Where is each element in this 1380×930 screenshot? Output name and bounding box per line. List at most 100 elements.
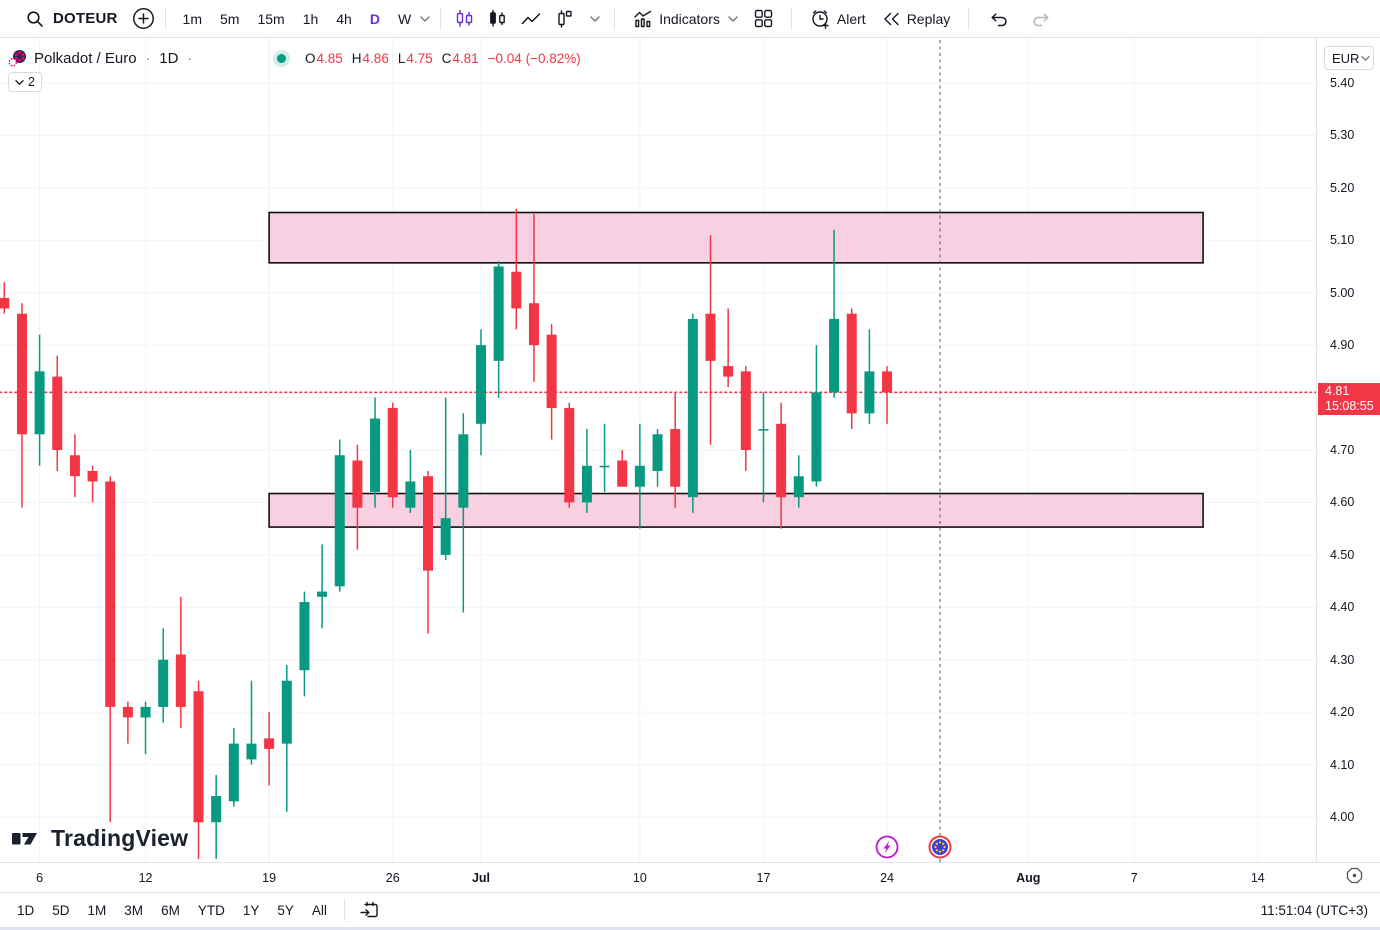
interval-button-15m[interactable]: 15m	[250, 6, 291, 32]
candlestick-style-icon[interactable]	[455, 9, 474, 28]
polkadot-logo-icon	[8, 49, 27, 68]
candlestick	[228, 727, 239, 807]
candlestick	[211, 775, 222, 859]
candlestick	[140, 701, 151, 755]
legend-separator: ·	[145, 50, 151, 66]
interval-button-4h[interactable]: 4h	[329, 6, 359, 32]
tradingview-logo-icon	[12, 828, 42, 850]
economic-event-lightning[interactable]	[875, 835, 899, 859]
time-tick-7: 7	[1130, 870, 1138, 885]
range-button-6M[interactable]: 6M	[154, 898, 187, 922]
time-tick-14: 14	[1250, 870, 1265, 885]
candlestick	[193, 680, 204, 859]
price-tick-4.40: 4.40	[1330, 600, 1355, 615]
range-button-1D[interactable]: 1D	[10, 898, 41, 922]
top-toolbar: DOTEUR 1m 5m 15m 1h 4h D W	[0, 0, 1380, 38]
interval-button-1m[interactable]: 1m	[176, 6, 209, 32]
symbol-title: Polkadot / Euro	[34, 49, 137, 67]
range-button-5Y[interactable]: 5Y	[270, 898, 301, 922]
time-axis[interactable]: 6 12 19 26 Jul 10 17 24 Aug 7 14	[0, 862, 1380, 892]
interval-buttons: 1m 5m 15m 1h 4h D W	[176, 6, 419, 32]
range-button-3M[interactable]: 3M	[117, 898, 150, 922]
time-tick-17: 17	[756, 870, 771, 885]
separator	[164, 7, 166, 30]
candlestick	[864, 329, 875, 424]
candlestick	[811, 345, 822, 487]
price-tick-5.40: 5.40	[1330, 76, 1355, 90]
symbol-name[interactable]: DOTEUR	[53, 10, 118, 27]
price-tick-4.20: 4.20	[1330, 705, 1355, 720]
candlestick	[581, 429, 592, 513]
compare-add-icon[interactable]	[132, 7, 155, 30]
style-chevron-down-icon[interactable]	[590, 15, 600, 23]
indicators-button[interactable]: Indicators	[625, 5, 746, 33]
price-tick-4.50: 4.50	[1330, 547, 1355, 562]
time-tick-10: 10	[632, 870, 647, 885]
symbol-legend: Polkadot / Euro · 1D · O 4.85 H 4.86 L 4.75…	[8, 48, 581, 68]
interval-button-1h[interactable]: 1h	[296, 6, 326, 32]
market-status-dot[interactable]	[277, 53, 286, 63]
candlestick	[158, 628, 169, 723]
alert-button[interactable]: Alert	[802, 5, 874, 33]
time-tick-Aug: Aug	[1016, 870, 1041, 885]
interval-chevron-down-icon[interactable]	[420, 15, 430, 23]
main-area: Polkadot / Euro · 1D · O 4.85 H 4.86 L 4.75…	[0, 38, 1380, 862]
time-tick-26: 26	[385, 870, 400, 885]
candlestick	[16, 303, 27, 508]
candlestick	[69, 434, 80, 498]
clock-timezone[interactable]: 11:51:04 (UTC+3)	[1260, 902, 1368, 918]
undo-icon[interactable]	[989, 11, 1009, 27]
currency-selector[interactable]: EUR	[1324, 46, 1374, 70]
candlestick	[423, 470, 434, 634]
price-axis[interactable]: EUR 5.40 5.30 5.20 5.10 5.00 4.90 4.70 4.60 4.50…	[1316, 38, 1380, 862]
candlestick	[528, 214, 539, 382]
close-label: C	[441, 50, 452, 66]
candlestick	[334, 439, 345, 592]
search-icon[interactable]	[26, 10, 44, 28]
line-style-icon[interactable]	[521, 11, 541, 27]
replay-button[interactable]: Replay	[874, 5, 959, 33]
chart-canvas[interactable]	[0, 38, 1316, 862]
candlestick	[493, 261, 504, 398]
candlestick	[246, 680, 257, 765]
go-to-date-icon[interactable]	[359, 900, 380, 920]
currency-chevron-down-icon	[1361, 55, 1371, 62]
layout-templates-icon[interactable]	[754, 9, 773, 28]
interval-button-W[interactable]: W	[391, 6, 418, 32]
price-tick-4.10: 4.10	[1330, 757, 1355, 772]
hollow-candles-style-icon[interactable]	[488, 9, 507, 28]
indicators-chevron-down-icon	[728, 15, 738, 23]
replay-rewind-icon	[882, 11, 901, 27]
high-value: 4.86	[362, 50, 389, 66]
change-value: −0.04 (−0.82%)	[487, 50, 581, 66]
price-tick-4.70: 4.70	[1330, 443, 1355, 457]
ohlc-values: O 4.85 H 4.86 L 4.75 C 4.81 −0.04 (−0.82%)	[305, 51, 581, 66]
range-button-1M[interactable]: 1M	[81, 898, 114, 922]
separator	[343, 899, 345, 921]
range-button-YTD[interactable]: YTD	[191, 898, 232, 922]
legend-main[interactable]: Polkadot / Euro · 1D ·	[8, 49, 273, 68]
range-button-All[interactable]: All	[305, 898, 334, 922]
range-button-1Y[interactable]: 1Y	[236, 898, 267, 922]
candlestick	[317, 544, 328, 629]
time-axis-settings-icon[interactable]	[1346, 867, 1363, 889]
range-buttons: 1D 5D 1M 3M 6M YTD 1Y 5Y All	[10, 898, 334, 922]
candlestick	[705, 235, 716, 445]
price-tick-5.10: 5.10	[1330, 233, 1355, 248]
interval-button-5m[interactable]: 5m	[213, 6, 246, 32]
candlestick	[723, 308, 734, 388]
object-tree-button[interactable]: 2	[8, 72, 42, 92]
open-label: O	[305, 50, 316, 66]
range-button-5D[interactable]: 5D	[45, 898, 76, 922]
candlestick	[687, 313, 698, 513]
candlestick	[652, 429, 663, 487]
interval-button-D[interactable]: D	[363, 6, 387, 32]
separator	[790, 7, 792, 30]
replay-label: Replay	[906, 10, 951, 27]
candlestick	[122, 701, 133, 744]
renko-style-icon[interactable]	[555, 9, 574, 29]
candlestick	[758, 392, 769, 503]
redo-icon[interactable]	[1031, 11, 1051, 27]
economic-event-eu[interactable]	[928, 835, 952, 859]
